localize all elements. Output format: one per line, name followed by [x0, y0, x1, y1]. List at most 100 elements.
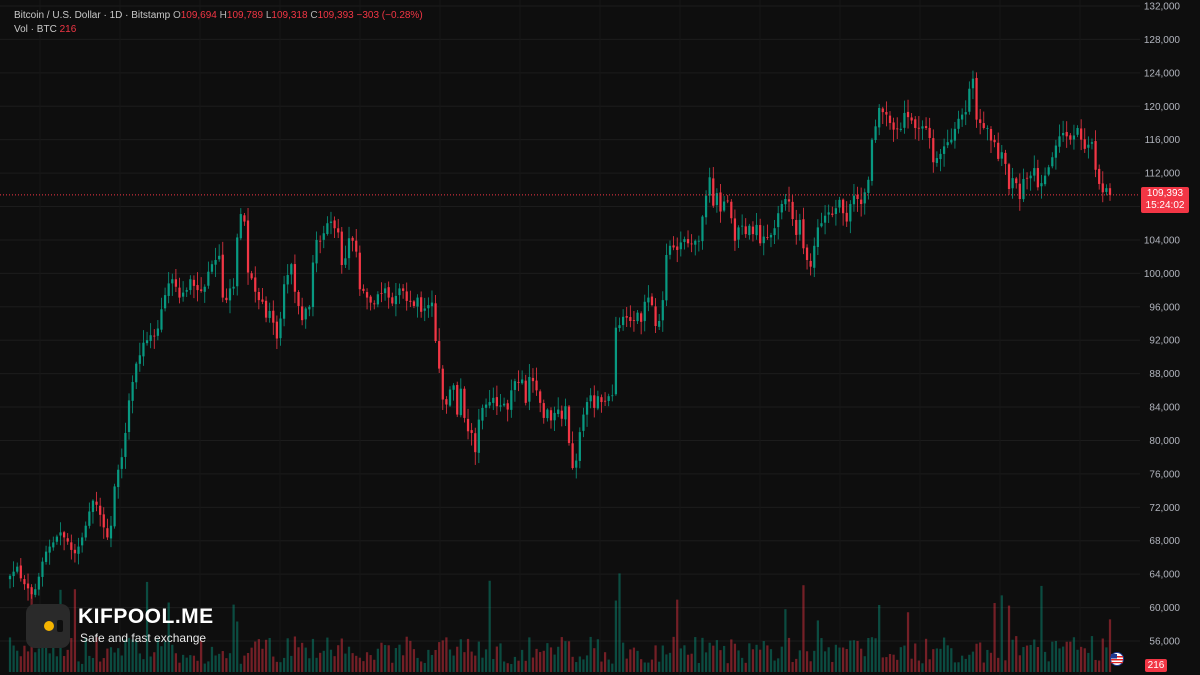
volume-bar [362, 661, 365, 672]
us-flag-icon[interactable] [1108, 652, 1126, 666]
volume-bar [398, 644, 401, 672]
candle-body [603, 400, 607, 402]
candle-body [463, 388, 466, 418]
candle-body [167, 283, 170, 296]
volume-bar [557, 646, 560, 672]
symbol-title[interactable]: Bitcoin / U.S. Dollar · 1D · Bitstamp [14, 10, 171, 21]
candle-body [214, 260, 217, 265]
volume-bar [228, 653, 232, 672]
candle-body [730, 201, 733, 219]
volume-bar [928, 659, 931, 672]
volume-bar [333, 656, 336, 672]
volume-bar [964, 658, 967, 672]
candle-body [553, 412, 556, 421]
volume-bar [1098, 660, 1101, 672]
candle-body [589, 395, 592, 402]
volume-bar [319, 652, 322, 672]
candle-body [232, 286, 235, 289]
volume-bar [982, 662, 985, 672]
candle-body [939, 153, 942, 160]
candle-body [26, 583, 30, 589]
candle-body [257, 291, 260, 301]
candle-body [780, 204, 783, 213]
candle-body [286, 275, 289, 285]
candle-body [636, 312, 639, 322]
volume-bar [636, 650, 639, 672]
candle-body [629, 317, 632, 321]
volume-bar [715, 640, 719, 672]
candle-body [333, 220, 336, 229]
candle-body [322, 233, 325, 240]
volume-bar [286, 638, 289, 672]
candle-body [337, 228, 340, 233]
candle-body [192, 279, 196, 286]
volume-bar [207, 661, 210, 672]
volume-bar [434, 649, 437, 672]
volume-bar [694, 637, 697, 672]
candle-body [676, 246, 679, 250]
volume-bar [106, 648, 109, 672]
candle-body [881, 108, 884, 113]
volume-bar [650, 659, 654, 672]
candle-body [347, 238, 351, 259]
candle-body [1051, 157, 1054, 167]
volume-bar [16, 650, 19, 672]
volume-bar [355, 655, 358, 672]
candle-body [578, 432, 581, 461]
volume-bar [1054, 640, 1058, 672]
candle-body [1040, 183, 1043, 187]
candle-body [120, 457, 123, 469]
candle-body [575, 460, 578, 468]
volume-bar [744, 662, 747, 672]
candle-body [762, 236, 765, 244]
volume-label[interactable]: Vol · BTC [14, 24, 57, 35]
bar-countdown: 15:24:02 [1145, 200, 1185, 211]
volume-bar [942, 637, 946, 672]
candle-body [946, 142, 949, 146]
candle-body [838, 199, 841, 208]
volume-bar [373, 659, 376, 672]
candle-body [661, 300, 664, 321]
candle-body [658, 320, 661, 327]
volume-bar [899, 647, 902, 672]
candle-body [445, 399, 448, 405]
volume-bar [805, 651, 809, 672]
candle-body [59, 532, 62, 536]
volume-bar [70, 638, 73, 672]
volume-bar [787, 637, 791, 672]
candle-body [975, 77, 978, 120]
candle-body [841, 199, 845, 214]
volume-bar [394, 648, 398, 672]
candle-body [1036, 168, 1039, 188]
volume-bar [113, 652, 116, 672]
candle-body [697, 240, 700, 242]
volume-bar [874, 638, 877, 672]
candle-body [741, 225, 744, 227]
candle-body [989, 129, 993, 141]
volume-bar [1043, 651, 1047, 672]
volume-bar [975, 643, 978, 672]
volume-bar [55, 656, 59, 672]
candle-body [791, 201, 794, 220]
candle-body [1033, 168, 1036, 176]
candle-body [369, 296, 372, 303]
candle-body [935, 158, 939, 163]
volume-bar [250, 647, 253, 672]
volume-bar [924, 638, 928, 672]
volume-bar [214, 655, 217, 672]
candle-body [704, 195, 708, 218]
candle-body [849, 204, 852, 222]
candle-body [585, 402, 589, 415]
candle-body [279, 318, 282, 339]
candle-body [856, 194, 859, 200]
candle-body [1004, 152, 1007, 164]
candle-body [81, 537, 84, 546]
candle-body [88, 511, 91, 526]
volume-bar [66, 649, 69, 672]
price-axis[interactable]: 56,000 60,000 64,000 68,000 72,000 76,000 80,0… [1144, 2, 1181, 648]
candle-body [452, 385, 455, 390]
candle-body [701, 216, 704, 242]
volume-bar [1101, 638, 1104, 672]
candle-body [823, 215, 827, 223]
